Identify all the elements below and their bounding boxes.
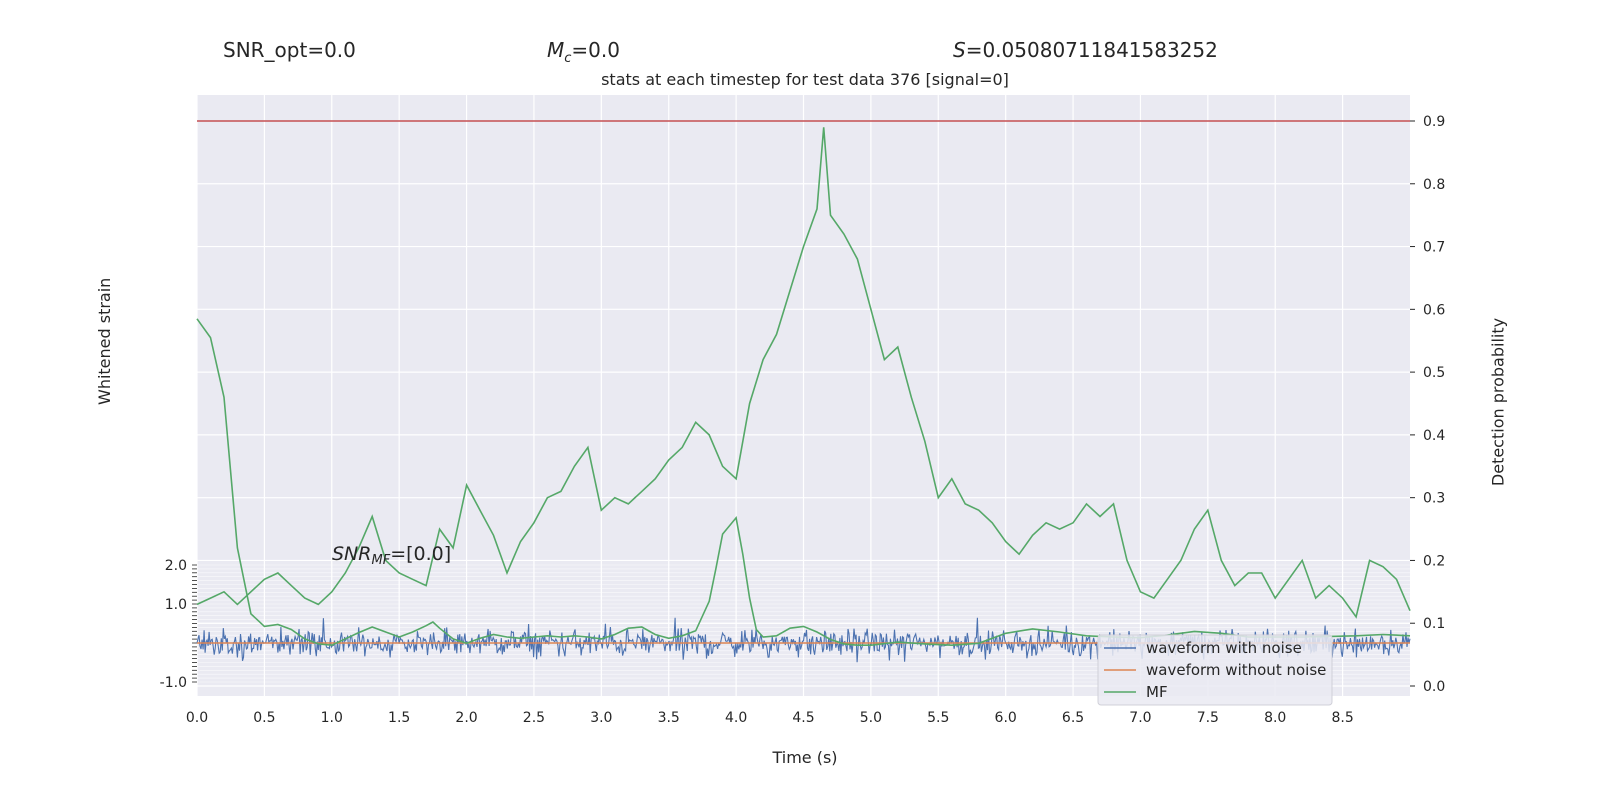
mf-line [196, 318, 1411, 647]
legend: waveform with noise waveform without noi… [1097, 634, 1333, 706]
x-tick-label: 8.0 [1264, 710, 1286, 726]
snr-mf-suffix: =[0.0] [390, 543, 451, 565]
detection-probability-line [196, 127, 1411, 619]
x-tick-label: 4.0 [725, 710, 747, 726]
x-tick-label: 0.0 [186, 710, 208, 726]
ticks-layer: 0.0 0.5 1.0 1.5 2.0 2.5 3.0 3.5 4.0 4.5 5.0 5.5 6.0 6… [160, 114, 1446, 726]
chart-title: stats at each timestep for test data 376… [601, 70, 1009, 89]
x-tick-label: 3.0 [590, 710, 612, 726]
snr-opt-stat: SNR_opt=0.0 [223, 38, 356, 62]
x-tick-label: 6.0 [995, 710, 1017, 726]
x-tick-label: 1.0 [321, 710, 343, 726]
x-tick-label: 3.5 [658, 710, 680, 726]
y-tick-label-right: 0.1 [1423, 616, 1445, 632]
s-stat: S=0.05080711841583252 [953, 38, 1218, 62]
y-axis-label-right: Detection probability [1488, 317, 1508, 487]
y-tick-label-right: 0.8 [1423, 177, 1445, 193]
chirp-mass-value: =0.0 [571, 38, 620, 62]
x-tick-label: 5.5 [927, 710, 949, 726]
y-tick-label-right: 0.4 [1423, 428, 1445, 444]
y-tick-label-right: 0.0 [1423, 679, 1445, 695]
y-tick-label-right: 0.7 [1423, 240, 1445, 256]
snr-mf-sub: MF [371, 553, 390, 568]
x-tick-label: 1.5 [388, 710, 410, 726]
chirp-mass-stat: Mc=0.0 [547, 38, 620, 66]
y-tick-label-left: 1.0 [165, 597, 187, 613]
s-value: =0.05080711841583252 [965, 38, 1218, 62]
y-tick-label-right: 0.9 [1423, 114, 1445, 130]
snr-mf-annotation: SNRMF=[0.0] [332, 543, 451, 568]
x-tick-label: 5.0 [860, 710, 882, 726]
chirp-mass-symbol: M [547, 38, 565, 62]
s-symbol: S [953, 38, 966, 62]
x-tick-label: 2.5 [523, 710, 545, 726]
legend-box [1097, 634, 1333, 706]
y-tick-label-right: 0.6 [1423, 302, 1445, 318]
legend-label-mf: MF [1146, 683, 1168, 701]
x-tick-label: 7.5 [1197, 710, 1219, 726]
legend-label-noise: waveform with noise [1146, 639, 1302, 657]
x-axis-label: Time (s) [772, 748, 838, 767]
y-tick-label-left: -1.0 [160, 675, 187, 691]
waveform-with-noise-line [196, 617, 1411, 663]
snr-mf-prefix: SNR [332, 543, 371, 565]
x-tick-label: 8.5 [1331, 710, 1353, 726]
y-tick-label-right: 0.2 [1423, 553, 1445, 569]
chirp-mass-subscript: c [564, 51, 572, 66]
x-tick-label: 4.5 [792, 710, 814, 726]
x-tick-label: 0.5 [253, 710, 275, 726]
snr-opt-text: SNR_opt=0.0 [223, 38, 356, 62]
y-tick-label-left: 2.0 [165, 558, 187, 574]
x-tick-label: 7.0 [1129, 710, 1151, 726]
strain-axes [192, 564, 1410, 683]
x-tick-label: 2.0 [455, 710, 477, 726]
y-tick-label-right: 0.5 [1423, 365, 1445, 381]
y-tick-label-right: 0.3 [1423, 491, 1445, 507]
plot-area-background [197, 95, 1410, 696]
series-layer [196, 120, 1411, 663]
y-axis-label-left: Whitened strain [95, 277, 114, 405]
grid-lines [196, 95, 1410, 696]
legend-label-clean: waveform without noise [1146, 661, 1326, 679]
x-tick-label: 6.5 [1062, 710, 1084, 726]
